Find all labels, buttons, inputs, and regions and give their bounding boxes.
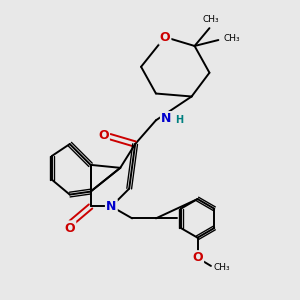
Text: O: O bbox=[64, 222, 75, 235]
Text: N: N bbox=[106, 200, 116, 213]
Text: CH₃: CH₃ bbox=[224, 34, 240, 43]
Text: CH₃: CH₃ bbox=[214, 263, 230, 272]
Text: N: N bbox=[161, 112, 172, 125]
Text: O: O bbox=[192, 251, 203, 264]
Text: O: O bbox=[160, 31, 170, 44]
Text: CH₃: CH₃ bbox=[202, 15, 219, 24]
Text: O: O bbox=[98, 129, 109, 142]
Text: H: H bbox=[175, 115, 183, 125]
